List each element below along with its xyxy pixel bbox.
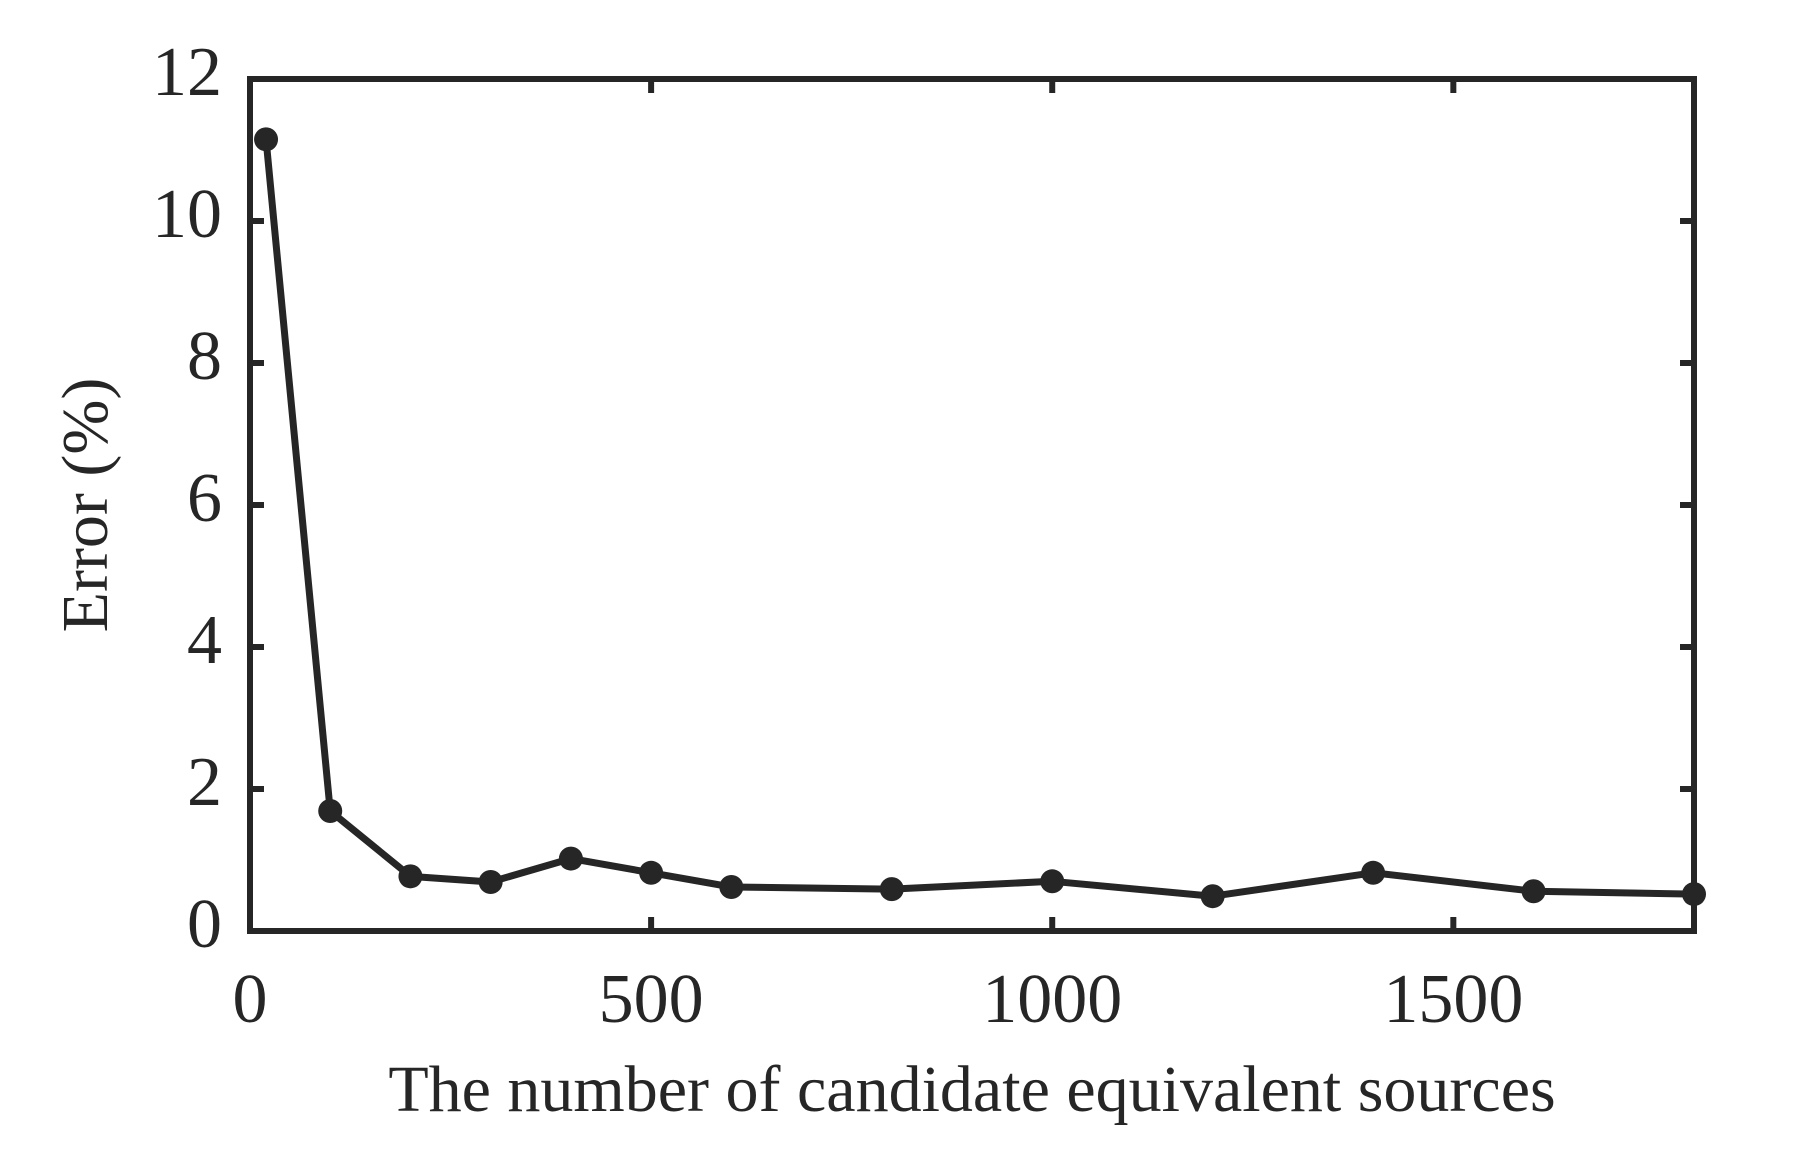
y-tick-label: 2 <box>187 744 222 821</box>
data-point <box>318 799 343 824</box>
y-tick-label: 10 <box>152 176 222 253</box>
data-point <box>1682 882 1706 907</box>
y-tick-label: 8 <box>187 318 222 395</box>
data-point <box>1521 879 1546 904</box>
x-tick-label: 500 <box>599 961 704 1038</box>
data-point <box>719 874 744 899</box>
data-point <box>478 870 503 895</box>
y-axis-label: Error (%) <box>49 378 122 633</box>
plot-frame <box>247 76 1697 934</box>
y-tick-label: 4 <box>187 602 222 679</box>
x-axis-label: The number of candidate equivalent sourc… <box>388 1053 1555 1126</box>
y-tick-label: 12 <box>152 34 222 111</box>
data-point <box>639 860 664 885</box>
data-point <box>398 864 423 889</box>
data-point <box>879 877 904 902</box>
data-line <box>262 139 1695 900</box>
y-tick-label: 6 <box>187 460 222 537</box>
data-point <box>1040 869 1065 894</box>
data-point <box>1361 860 1386 885</box>
data-point <box>254 127 279 152</box>
data-point <box>1200 884 1225 909</box>
x-tick-label: 1500 <box>1383 961 1523 1038</box>
x-tick-label: 1000 <box>982 961 1122 1038</box>
y-tick-label: 0 <box>187 886 222 963</box>
data-point <box>558 846 583 871</box>
x-tick-label: 0 <box>233 961 268 1038</box>
